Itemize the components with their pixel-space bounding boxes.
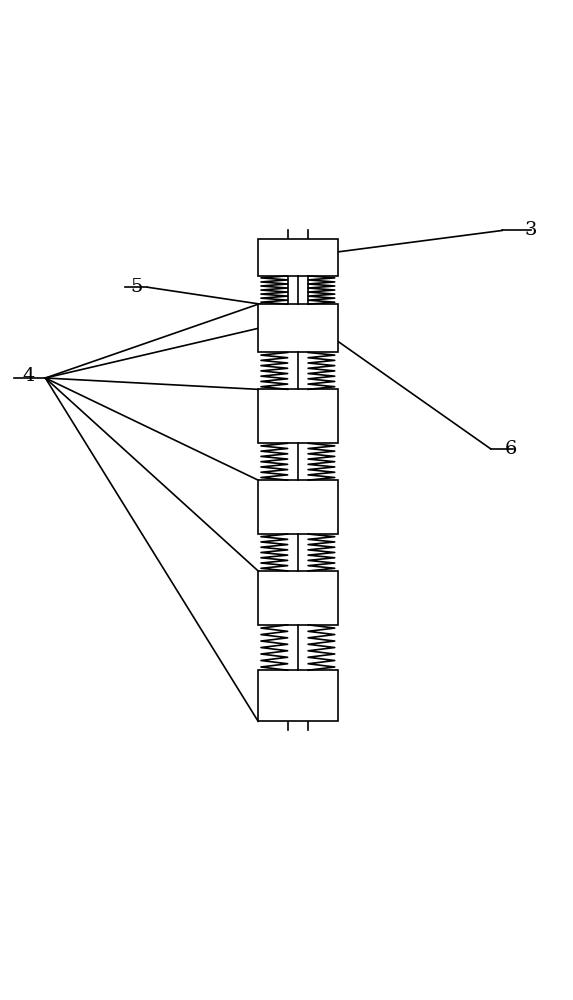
Text: 4: 4 <box>22 367 34 385</box>
Bar <box>258 670 337 721</box>
Text: 3: 3 <box>524 221 537 239</box>
Text: 5: 5 <box>130 278 142 296</box>
Bar <box>258 304 337 352</box>
Text: 6: 6 <box>504 440 517 458</box>
Bar <box>258 389 337 443</box>
Bar <box>258 480 337 534</box>
Bar <box>258 571 337 625</box>
Bar <box>258 239 337 276</box>
